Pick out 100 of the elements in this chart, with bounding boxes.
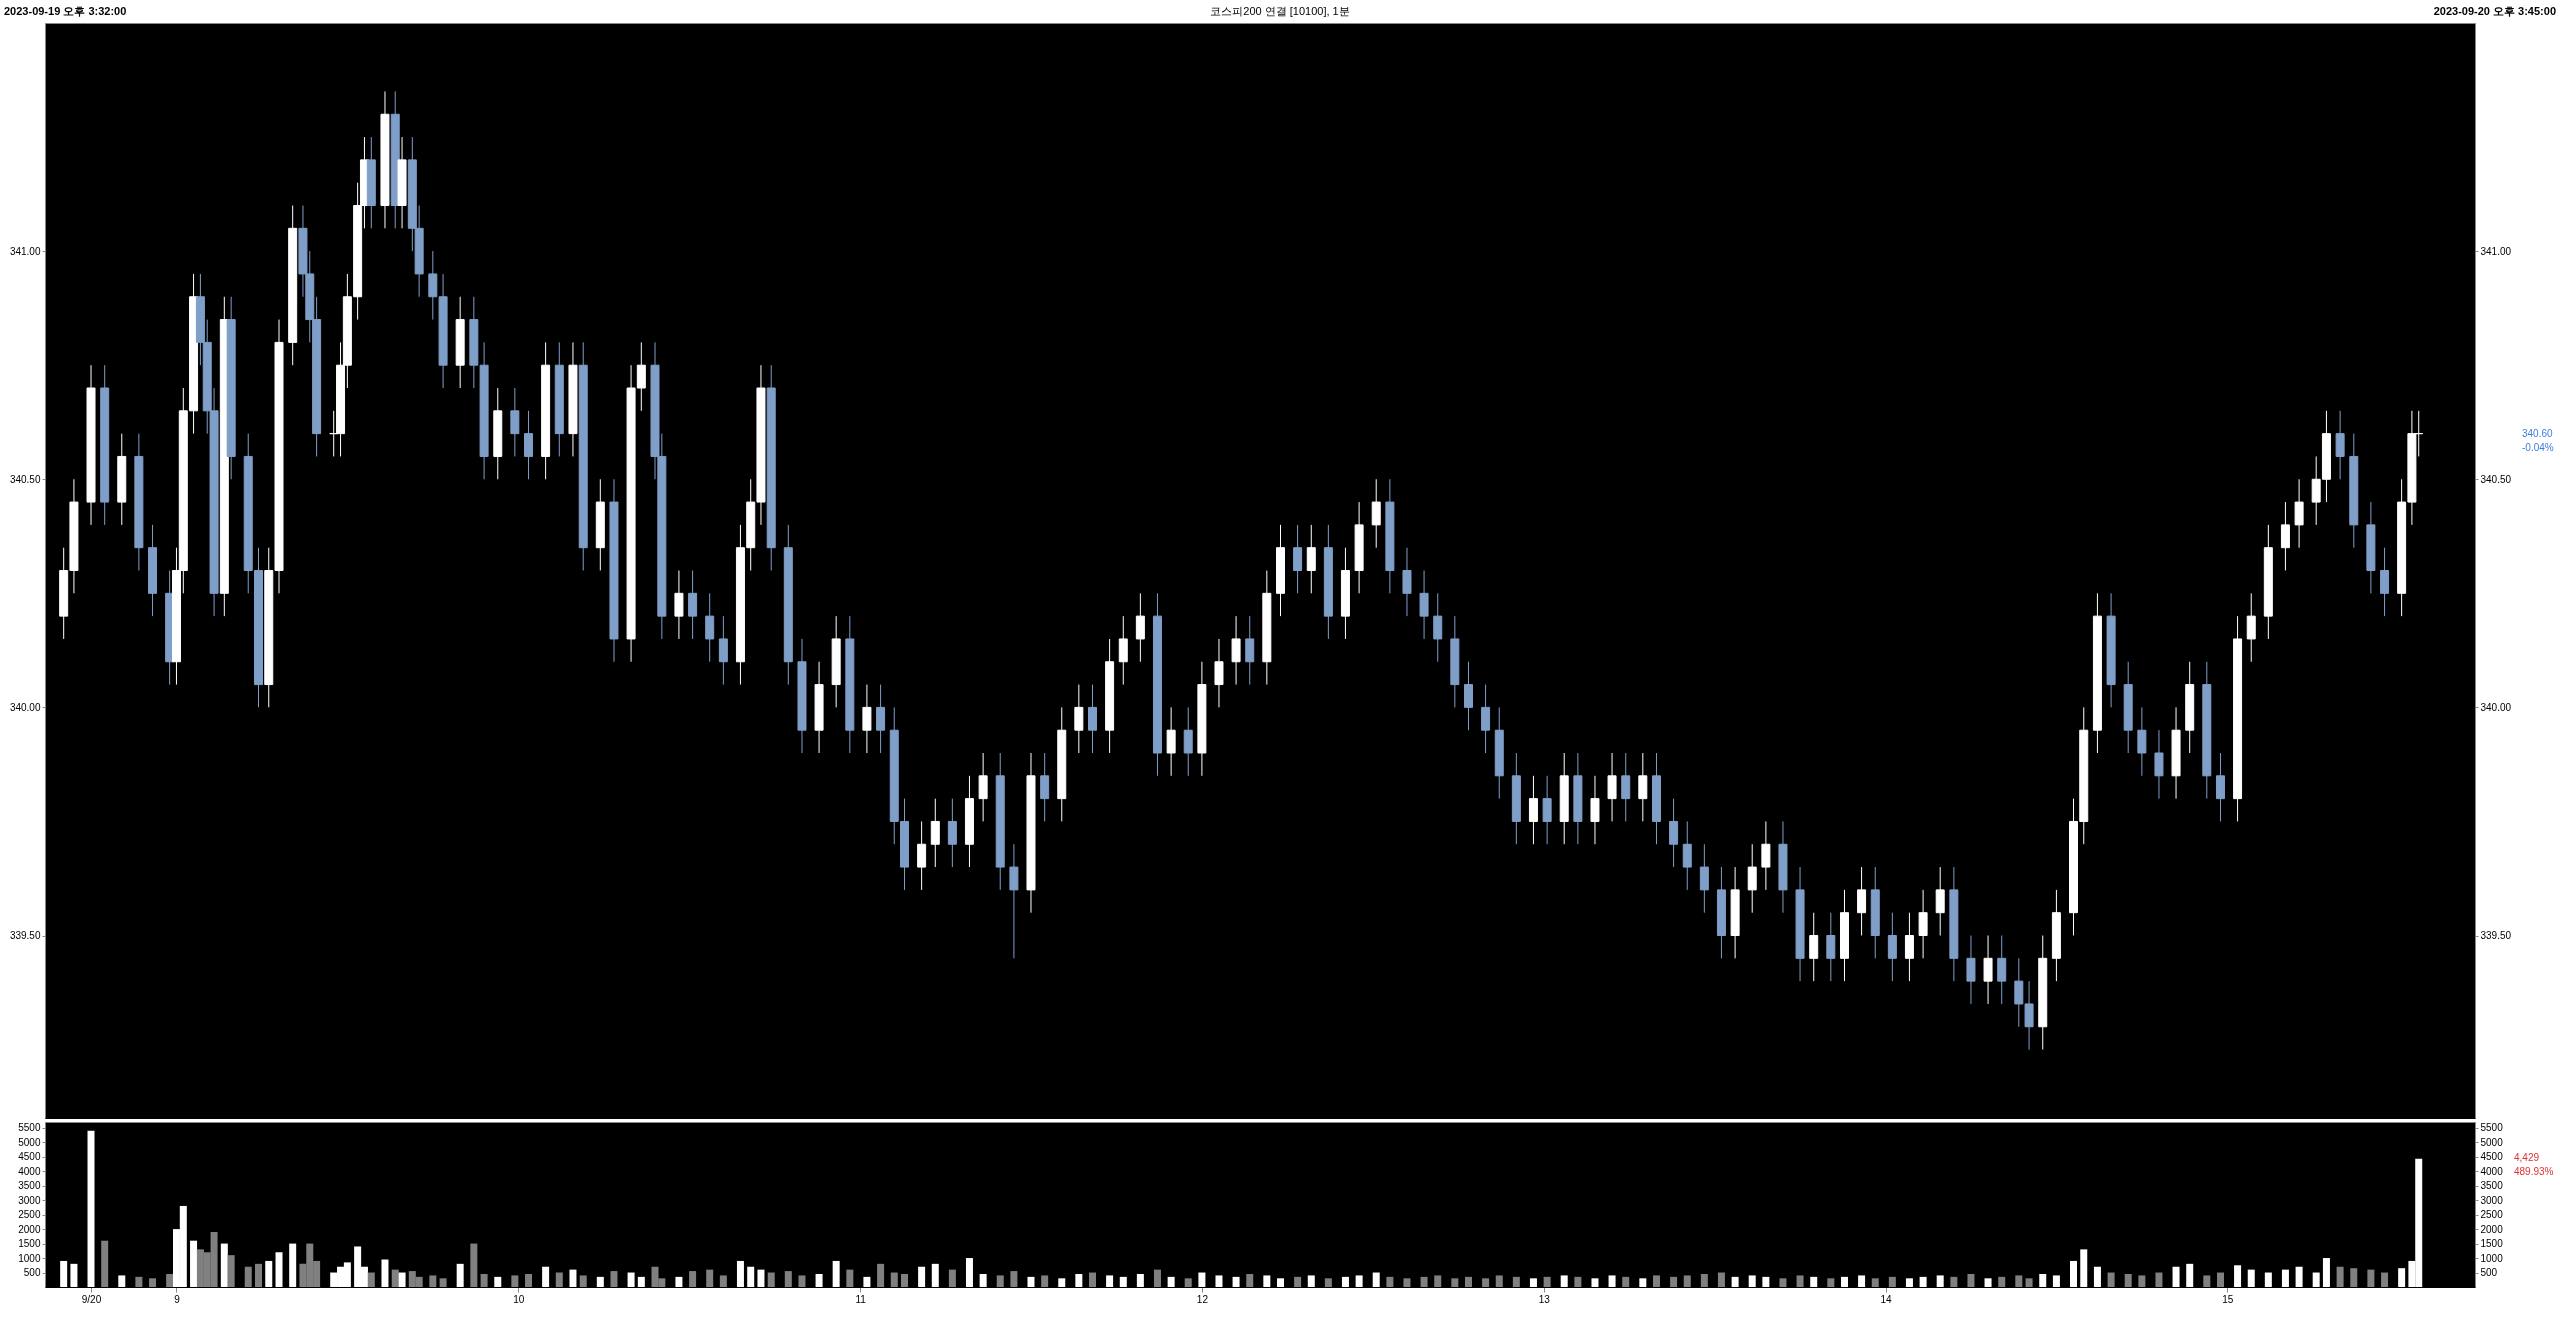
bar xyxy=(1858,1275,1866,1287)
candlestick xyxy=(2137,706,2147,777)
candlestick xyxy=(705,592,715,663)
candlestick xyxy=(876,684,886,754)
y2-tick-label: 5000 xyxy=(2480,1136,2504,1148)
candlestick xyxy=(1607,752,1617,822)
bar xyxy=(2186,1263,2194,1287)
candlestick xyxy=(524,410,534,480)
y2-tick-label: 5500 xyxy=(2480,1122,2504,1134)
y2-tick-label: 340.50 xyxy=(2480,473,2512,485)
bar xyxy=(87,1130,95,1287)
bar xyxy=(1608,1275,1616,1287)
y2-tick-label: 2500 xyxy=(2480,1209,2504,1221)
x-tick-label: 10 xyxy=(513,1293,525,1305)
bar xyxy=(60,1260,68,1287)
bar xyxy=(2295,1266,2303,1287)
bar xyxy=(757,1269,765,1287)
candlestick xyxy=(2380,547,2390,617)
bar xyxy=(494,1276,502,1287)
candlestick xyxy=(1887,912,1897,982)
bar xyxy=(2080,1249,2088,1287)
candlestick xyxy=(1009,843,1019,959)
bar xyxy=(596,1276,604,1287)
candlestick xyxy=(2280,501,2290,571)
candlestick xyxy=(1293,524,1303,594)
bar xyxy=(1810,1276,1818,1287)
bar xyxy=(1232,1276,1240,1287)
candlestick xyxy=(1542,775,1552,845)
y-tick-label: 340.00 xyxy=(9,701,41,713)
bar xyxy=(2312,1272,2320,1287)
candlestick xyxy=(2246,592,2256,663)
bar xyxy=(736,1260,744,1287)
bar xyxy=(1529,1278,1537,1287)
candlestick xyxy=(1621,752,1631,822)
bar xyxy=(1167,1276,1175,1287)
candlestick xyxy=(1419,570,1429,640)
bar xyxy=(1277,1278,1285,1287)
bar xyxy=(965,1258,973,1287)
bar xyxy=(1198,1272,1206,1287)
candlestick xyxy=(1135,592,1145,663)
bar xyxy=(815,1273,823,1287)
y2-tick-label: 2000 xyxy=(2480,1223,2504,1235)
text: 2023-09-19 오후 3:32:00 xyxy=(4,3,127,19)
candlestick xyxy=(1935,866,1945,936)
candlestick xyxy=(1966,935,1976,1005)
bar xyxy=(1905,1278,1913,1287)
bar xyxy=(1106,1275,1114,1287)
candlestick xyxy=(1088,684,1098,754)
bar xyxy=(2070,1260,2077,1287)
bar xyxy=(1215,1275,1223,1287)
bar xyxy=(2234,1265,2242,1287)
bar xyxy=(569,1269,577,1287)
bar xyxy=(1748,1275,1756,1287)
bar xyxy=(118,1275,126,1287)
candlestick xyxy=(688,570,698,640)
y2-tick-label: 4500 xyxy=(2480,1151,2504,1163)
candlestick xyxy=(1747,843,1757,914)
x-tick-label: 13 xyxy=(1538,1293,1551,1305)
candlestick xyxy=(1166,706,1176,777)
y-tick-label: 2500 xyxy=(18,1209,41,1221)
bar xyxy=(1341,1276,1349,1287)
x-tick-label: 11 xyxy=(855,1293,867,1305)
y-tick-label: 1500 xyxy=(18,1238,41,1250)
bar xyxy=(1307,1275,1315,1287)
bar xyxy=(220,1243,228,1287)
candlestick xyxy=(1245,615,1255,686)
candlestick xyxy=(1590,775,1600,845)
bar xyxy=(381,1259,389,1287)
bar xyxy=(637,1276,645,1287)
text: 489.93% xyxy=(2514,1165,2554,1177)
candlestick xyxy=(1528,775,1538,845)
bar xyxy=(1639,1278,1647,1287)
candlestick xyxy=(1983,935,1993,1005)
bar xyxy=(1372,1272,1380,1287)
bar xyxy=(265,1260,273,1287)
bar xyxy=(675,1276,683,1287)
candlestick xyxy=(2335,410,2345,480)
candlestick xyxy=(1183,706,1193,777)
y-tick-label: 4500 xyxy=(18,1151,41,1163)
candlestick xyxy=(1809,912,1819,982)
candlestick xyxy=(1306,524,1316,594)
candlestick xyxy=(510,387,520,457)
y-tick-label: 3500 xyxy=(18,1180,41,1192)
bar xyxy=(1984,1278,1992,1287)
bar xyxy=(542,1266,550,1287)
bar xyxy=(190,1240,198,1287)
bar xyxy=(1119,1276,1127,1287)
text: 340.60 xyxy=(2522,427,2554,439)
y2-tick-label: 3500 xyxy=(2480,1180,2504,1192)
y-tick-label: 341.00 xyxy=(9,245,41,257)
candlestick xyxy=(1857,866,1867,936)
bar xyxy=(2172,1266,2180,1287)
candlestick xyxy=(917,820,927,891)
y-tick-label: 1000 xyxy=(18,1252,41,1264)
candlestick xyxy=(2154,729,2164,800)
y2-tick-label: 3000 xyxy=(2480,1194,2504,1206)
text: 4,429 xyxy=(2514,1151,2540,1163)
y-tick-label: 4000 xyxy=(18,1165,41,1177)
y-tick-label: 3000 xyxy=(18,1194,41,1206)
bar xyxy=(832,1260,840,1287)
